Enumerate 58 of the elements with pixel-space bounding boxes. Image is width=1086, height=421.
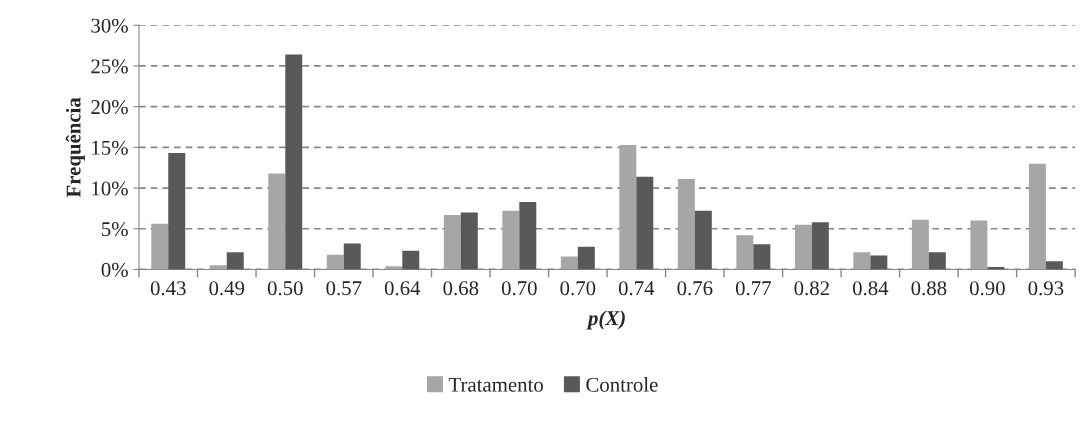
x-tick-label: 0.77 (735, 281, 771, 296)
x-tick-label: 0.57 (326, 281, 362, 296)
bar (1045, 261, 1063, 270)
x-tick-label: 0.88 (911, 281, 947, 296)
x-tick-label: 0.43 (150, 281, 186, 296)
legend-label: Controle (586, 377, 658, 392)
bar (502, 210, 520, 270)
bar (794, 224, 812, 270)
y-tick-label: 10% (92, 181, 128, 196)
y-tick-label: 30% (91, 18, 128, 33)
legend-label: Tratamento (448, 377, 543, 392)
y-axis-title: Frequência (65, 97, 85, 198)
bar (385, 266, 403, 270)
bar (402, 250, 420, 270)
x-tick-label: 0.82 (794, 281, 829, 296)
bar (226, 252, 244, 270)
x-tick-label: 0.70 (560, 281, 596, 296)
y-tick-label: 0% (101, 262, 128, 277)
x-tick-label: 0.90 (969, 281, 1005, 296)
bar (870, 255, 888, 270)
x-axis-title: p(X) (586, 310, 625, 330)
bar (911, 219, 929, 270)
y-tick-label: 15% (92, 140, 128, 155)
bar (694, 210, 712, 270)
bar (443, 214, 461, 270)
bar (168, 153, 186, 270)
y-tick-label: 5% (102, 222, 128, 237)
bar (285, 54, 303, 270)
bar (560, 256, 578, 270)
bar (753, 244, 771, 270)
x-tick-label: 0.64 (384, 281, 421, 296)
x-tick-label: 0.49 (209, 281, 245, 296)
x-tick-label: 0.76 (677, 281, 713, 296)
x-tick-label: 0.50 (267, 281, 303, 296)
bar (577, 246, 595, 270)
bar (736, 235, 754, 270)
bar (209, 265, 227, 270)
bar (811, 222, 829, 270)
x-tick-label: 0.68 (443, 281, 479, 296)
bar (619, 144, 637, 270)
bar (970, 220, 988, 270)
y-tick-label: 25% (91, 59, 128, 74)
y-tick-label: 20% (91, 100, 128, 115)
bar (460, 212, 478, 270)
bar (343, 243, 361, 270)
x-tick-label: 0.84 (852, 281, 889, 296)
x-tick-label: 0.70 (501, 281, 537, 296)
bar (268, 173, 286, 270)
bar (151, 223, 169, 270)
x-tick-label: 0.74 (618, 281, 655, 296)
bar (853, 252, 871, 270)
bar (326, 254, 344, 270)
bar (677, 179, 695, 270)
bar (636, 176, 654, 270)
bar (1028, 163, 1046, 270)
x-tick-label: 0.93 (1028, 281, 1064, 296)
bar (928, 252, 946, 270)
bar (519, 201, 537, 270)
